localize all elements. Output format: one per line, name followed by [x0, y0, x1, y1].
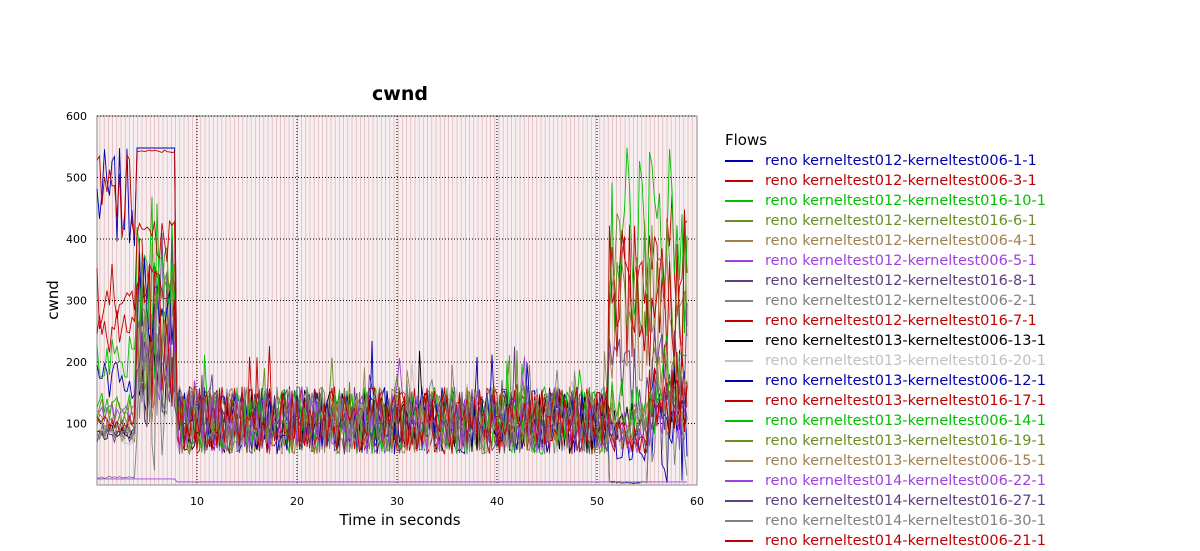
y-tick-label: 500 — [66, 172, 87, 185]
legend-swatch — [725, 320, 753, 322]
legend-item: reno kerneltest014-kerneltest006-22-1 — [725, 471, 1195, 491]
legend-swatch — [725, 540, 753, 542]
legend-item: reno kerneltest013-kerneltest016-19-1 — [725, 431, 1195, 451]
legend-label: reno kerneltest014-kerneltest006-21-1 — [765, 533, 1046, 549]
legend-swatch — [725, 400, 753, 402]
series-line-6 — [97, 478, 687, 483]
legend-swatch — [725, 240, 753, 242]
legend-swatch — [725, 280, 753, 282]
series-line-20 — [96, 237, 688, 454]
legend-swatch — [725, 260, 753, 262]
legend-item: reno kerneltest012-kerneltest006-5-1 — [725, 251, 1195, 271]
legend-item: reno kerneltest012-kerneltest006-4-1 — [725, 231, 1195, 251]
legend-item: reno kerneltest012-kerneltest016-6-1 — [725, 211, 1195, 231]
x-tick-label: 60 — [690, 495, 704, 508]
legend-label: reno kerneltest012-kerneltest006-1-1 — [765, 153, 1037, 169]
x-tick-label: 20 — [290, 495, 304, 508]
x-tick-label: 10 — [190, 495, 204, 508]
legend-swatch — [725, 180, 753, 182]
legend-label: reno kerneltest012-kerneltest016-10-1 — [765, 193, 1046, 209]
legend-item: reno kerneltest012-kerneltest016-10-1 — [725, 191, 1195, 211]
legend-item: reno kerneltest012-kerneltest016-7-1 — [725, 311, 1195, 331]
legend-label: reno kerneltest013-kerneltest006-13-1 — [765, 333, 1046, 349]
legend-label: reno kerneltest012-kerneltest016-6-1 — [765, 213, 1037, 229]
legend-label: reno kerneltest013-kerneltest006-14-1 — [765, 413, 1046, 429]
legend-item: reno kerneltest014-kerneltest016-30-1 — [725, 511, 1195, 531]
legend-item: reno kerneltest012-kerneltest006-1-1 — [725, 151, 1195, 171]
legend-swatch — [725, 200, 753, 202]
x-tick-label: 50 — [590, 495, 604, 508]
legend-label: reno kerneltest013-kerneltest006-12-1 — [765, 373, 1046, 389]
legend-swatch — [725, 220, 753, 222]
series-line-18 — [96, 326, 688, 454]
x-tick-label: 40 — [490, 495, 504, 508]
legend-label: reno kerneltest014-kerneltest016-27-1 — [765, 493, 1046, 509]
y-tick-label: 100 — [66, 418, 87, 431]
y-tick-label: 300 — [66, 295, 87, 308]
y-tick-label: 600 — [66, 110, 87, 123]
legend-label: reno kerneltest012-kerneltest016-8-1 — [765, 273, 1037, 289]
legend-swatch — [725, 480, 753, 482]
chart-title: cwnd — [372, 83, 428, 105]
x-axis-label: Time in seconds — [338, 511, 460, 529]
legend-label: reno kerneltest014-kerneltest016-30-1 — [765, 513, 1046, 529]
legend-label: reno kerneltest013-kerneltest016-17-1 — [765, 393, 1046, 409]
legend-item: reno kerneltest012-kerneltest006-3-1 — [725, 171, 1195, 191]
legend-item: reno kerneltest013-kerneltest016-17-1 — [725, 391, 1195, 411]
legend-item: reno kerneltest012-kerneltest006-2-1 — [725, 291, 1195, 311]
legend-swatch — [725, 420, 753, 422]
legend-item: reno kerneltest013-kerneltest006-12-1 — [725, 371, 1195, 391]
legend-item: reno kerneltest013-kerneltest006-14-1 — [725, 411, 1195, 431]
series-line-16 — [96, 301, 688, 455]
legend-swatch — [725, 460, 753, 462]
legend-item: reno kerneltest013-kerneltest016-20-1 — [725, 351, 1195, 371]
legend-swatch — [725, 520, 753, 522]
legend-items: reno kerneltest012-kerneltest006-1-1 reno… — [725, 151, 1195, 551]
legend-item: reno kerneltest014-kerneltest006-21-1 — [725, 531, 1195, 551]
legend-item: reno kerneltest013-kerneltest006-13-1 — [725, 331, 1195, 351]
legend-label: reno kerneltest014-kerneltest006-22-1 — [765, 473, 1046, 489]
legend-swatch — [725, 160, 753, 162]
legend-label: reno kerneltest012-kerneltest006-3-1 — [765, 173, 1037, 189]
legend-label: reno kerneltest013-kerneltest016-20-1 — [765, 353, 1046, 369]
legend-label: reno kerneltest012-kerneltest006-2-1 — [765, 293, 1037, 309]
y-axis-label: cwnd — [44, 280, 62, 320]
legend-title: Flows — [725, 131, 768, 149]
legend-label: reno kerneltest012-kerneltest006-4-1 — [765, 233, 1037, 249]
legend-item: reno kerneltest013-kerneltest006-15-1 — [725, 451, 1195, 471]
legend-swatch — [725, 360, 753, 362]
legend-label: reno kerneltest013-kerneltest016-19-1 — [765, 433, 1046, 449]
legend-label: reno kerneltest012-kerneltest016-7-1 — [765, 313, 1037, 329]
series-line-17 — [96, 314, 688, 455]
legend-swatch — [725, 300, 753, 302]
y-tick-label: 200 — [66, 356, 87, 369]
legend-label: reno kerneltest012-kerneltest006-5-1 — [765, 253, 1037, 269]
legend-swatch — [725, 380, 753, 382]
x-tick-label: 30 — [390, 495, 404, 508]
legend-item: reno kerneltest012-kerneltest016-8-1 — [725, 271, 1195, 291]
legend-swatch — [725, 500, 753, 502]
y-tick-label: 400 — [66, 233, 87, 246]
legend-item: reno kerneltest014-kerneltest016-27-1 — [725, 491, 1195, 511]
legend-label: reno kerneltest013-kerneltest006-15-1 — [765, 453, 1046, 469]
legend-swatch — [725, 340, 753, 342]
legend: Flows reno kerneltest012-kerneltest006-1… — [725, 129, 1195, 551]
legend-swatch — [725, 440, 753, 442]
